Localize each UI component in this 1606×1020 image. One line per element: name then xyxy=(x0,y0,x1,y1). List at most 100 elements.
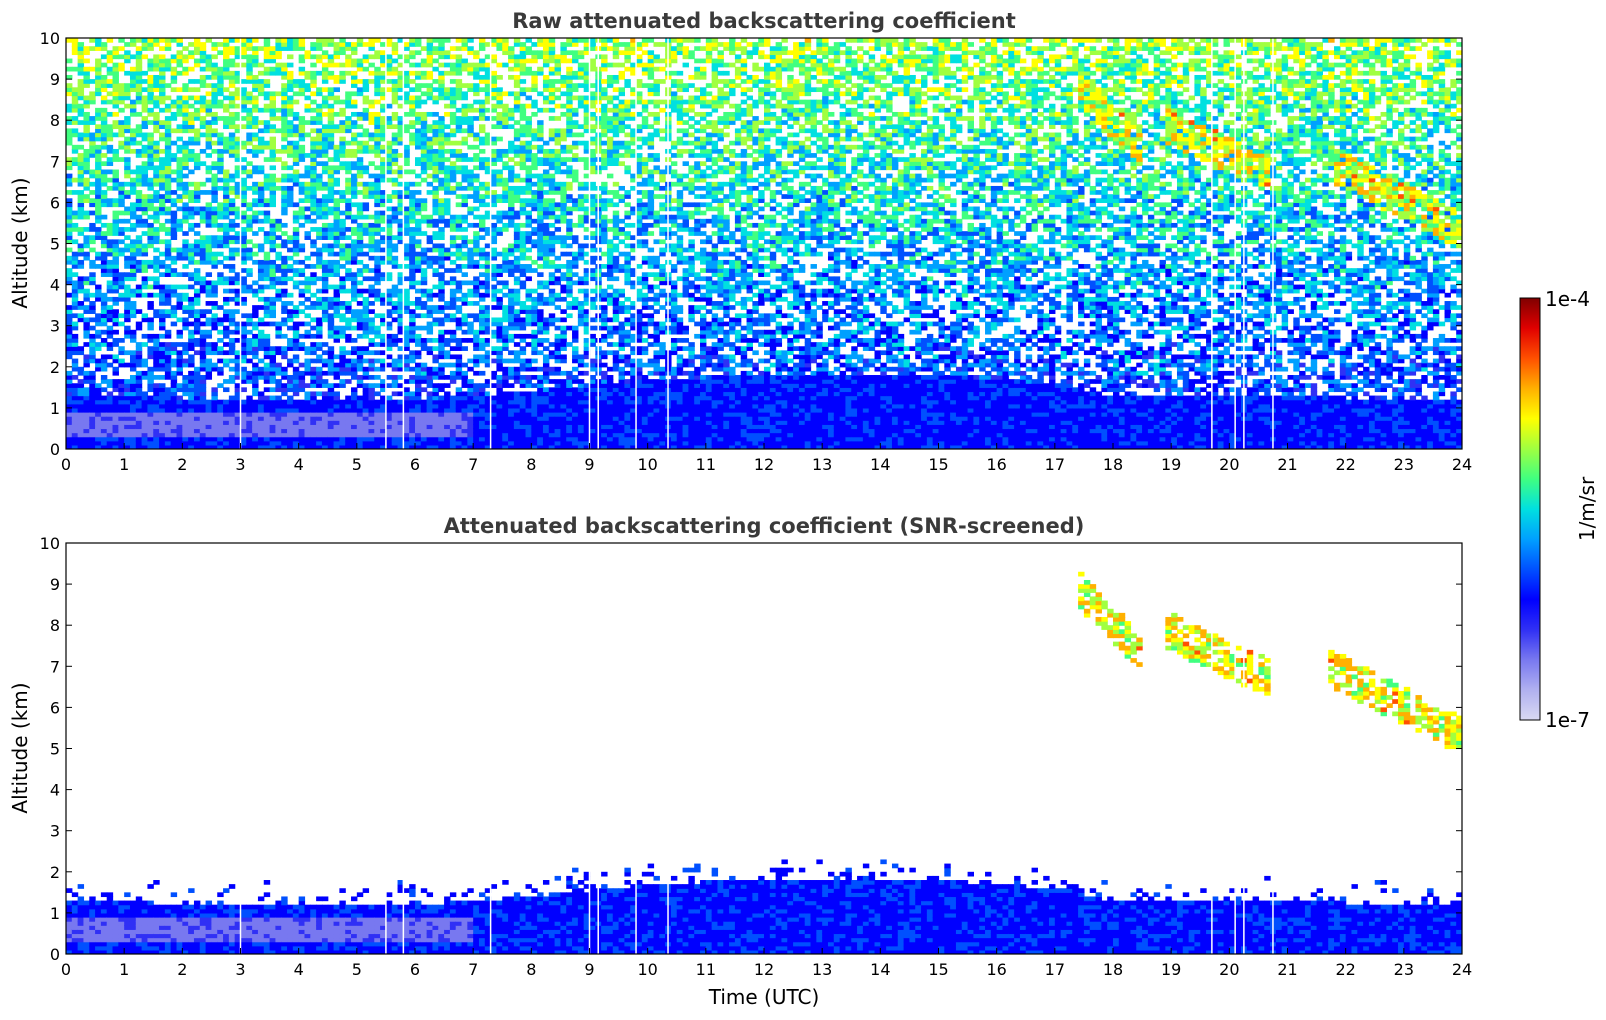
heatmap-cell xyxy=(199,243,207,249)
heatmap-cell xyxy=(287,194,294,199)
heatmap-cell xyxy=(176,111,183,117)
heatmap-cell xyxy=(223,276,230,282)
heatmap-cell xyxy=(100,99,108,105)
heatmap-cell xyxy=(362,403,370,409)
heatmap-cell xyxy=(432,218,439,224)
heatmap-cell xyxy=(77,280,85,286)
heatmap-cell xyxy=(287,140,294,146)
heatmap-cell xyxy=(211,120,218,125)
heatmap-cell xyxy=(281,399,288,405)
heatmap-cell xyxy=(327,428,335,434)
heatmap-cell xyxy=(153,354,160,360)
heatmap-cell xyxy=(193,50,201,56)
heatmap-cell xyxy=(252,243,259,249)
heatmap-cell xyxy=(438,202,445,208)
heatmap-cell xyxy=(124,383,131,388)
heatmap-cell xyxy=(380,79,387,84)
heatmap-cell xyxy=(176,383,183,388)
heatmap-cell xyxy=(205,370,213,376)
heatmap-cell xyxy=(438,259,445,265)
heatmap-cell xyxy=(263,46,271,51)
heatmap-cell xyxy=(327,387,335,393)
heatmap-cell xyxy=(368,366,375,372)
heatmap-cell xyxy=(240,440,247,446)
heatmap-cell xyxy=(83,395,90,401)
heatmap-cell xyxy=(205,124,213,130)
heatmap-cell xyxy=(252,124,259,130)
heatmap-cell xyxy=(385,79,393,84)
heatmap-cell xyxy=(409,375,416,380)
heatmap-cell xyxy=(356,420,364,425)
heatmap-cell xyxy=(141,342,149,347)
heatmap-cell xyxy=(415,181,422,187)
heatmap-cell xyxy=(95,62,102,68)
heatmap-cell xyxy=(182,239,189,245)
heatmap-cell xyxy=(112,338,119,343)
heatmap-cell xyxy=(321,227,329,232)
heatmap-cell xyxy=(484,395,492,401)
heatmap-cell xyxy=(339,190,346,195)
heatmap-cell xyxy=(100,46,108,51)
heatmap-cell xyxy=(71,116,79,121)
heatmap-cell xyxy=(217,428,224,434)
heatmap-cell xyxy=(478,387,486,393)
heatmap-cell xyxy=(129,66,137,72)
heatmap-cell xyxy=(263,309,271,314)
heatmap-cell xyxy=(403,181,410,187)
heatmap-cell xyxy=(403,440,410,446)
heatmap-cell xyxy=(461,440,468,446)
heatmap-cell xyxy=(275,403,282,409)
heatmap-cell xyxy=(89,227,96,232)
heatmap-cell xyxy=(455,407,463,413)
heatmap-cell xyxy=(89,375,96,380)
heatmap-cell xyxy=(159,87,166,93)
heatmap-cell xyxy=(420,218,428,224)
heatmap-cell xyxy=(415,120,422,125)
heatmap-cell xyxy=(164,370,172,376)
heatmap-cell xyxy=(380,301,387,306)
heatmap-cell xyxy=(159,420,166,425)
heatmap-cell xyxy=(129,264,137,269)
heatmap-cell xyxy=(385,403,393,409)
heatmap-cell xyxy=(77,366,85,372)
heatmap-cell xyxy=(188,194,195,199)
heatmap-cell xyxy=(368,416,375,421)
heatmap-cell xyxy=(275,177,282,183)
heatmap-cell xyxy=(304,288,311,294)
heatmap-cell xyxy=(147,87,154,93)
heatmap-cell xyxy=(415,395,422,401)
heatmap-cell xyxy=(403,153,410,158)
heatmap-cell xyxy=(257,338,265,343)
heatmap-cell xyxy=(403,387,410,393)
heatmap-cell xyxy=(432,235,439,240)
heatmap-cell xyxy=(182,83,189,88)
heatmap-cell xyxy=(170,247,178,253)
heatmap-cell xyxy=(205,99,213,105)
heatmap-cell xyxy=(164,251,172,257)
heatmap-cell xyxy=(327,301,335,306)
heatmap-cell xyxy=(182,387,189,393)
heatmap-cell xyxy=(257,148,265,154)
heatmap-cell xyxy=(89,358,96,364)
heatmap-cell xyxy=(182,128,189,134)
heatmap-cell xyxy=(478,116,486,121)
heatmap-cell xyxy=(252,185,259,191)
heatmap-cell xyxy=(298,259,306,265)
heatmap-cell xyxy=(240,107,247,113)
heatmap-cell xyxy=(345,210,352,216)
heatmap-cell xyxy=(234,50,242,56)
heatmap-cell xyxy=(118,436,125,442)
heatmap-cell xyxy=(310,42,317,47)
heatmap-cell xyxy=(100,403,108,409)
heatmap-cell xyxy=(252,354,259,360)
heatmap-cell xyxy=(310,120,317,125)
heatmap-cell xyxy=(159,79,166,84)
heatmap-cell xyxy=(100,292,108,298)
heatmap-cell xyxy=(449,161,457,167)
heatmap-cell xyxy=(228,202,236,208)
heatmap-cell xyxy=(403,432,410,438)
heatmap-cell xyxy=(275,66,282,72)
heatmap-cell xyxy=(211,420,218,425)
heatmap-cell xyxy=(304,358,311,364)
heatmap-cell xyxy=(269,305,276,310)
